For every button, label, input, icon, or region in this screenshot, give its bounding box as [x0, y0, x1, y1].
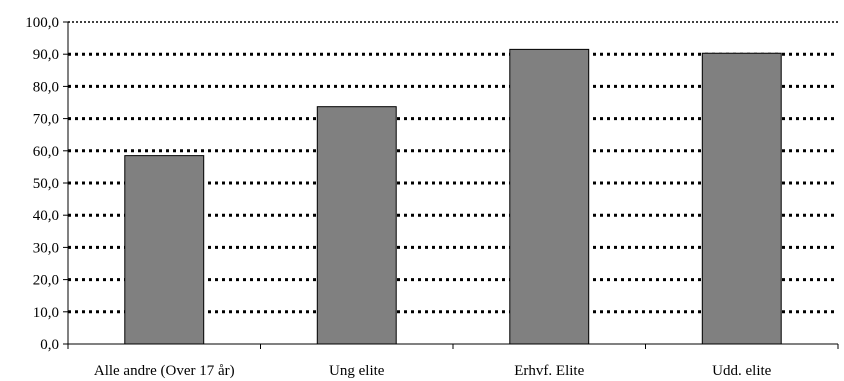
y-tick-labels: 0,0 10,0 20,0 30,0 40,0 50,0 60,0 70,0 80,0 90,0 1…: [25, 15, 59, 353]
bar: [509, 48, 590, 345]
x-category-label: Erhvf. Elite: [514, 363, 584, 379]
y-tick-label: 80,0: [33, 79, 59, 95]
x-category-label: Ung elite: [329, 363, 385, 379]
bars: [124, 48, 782, 345]
y-tick-label: 90,0: [33, 47, 59, 63]
y-tick-label: 0,0: [40, 337, 59, 353]
y-tick-label: 100,0: [25, 15, 59, 31]
y-tick-label: 30,0: [33, 240, 59, 256]
y-tick-label: 10,0: [33, 305, 59, 321]
y-tick-label: 50,0: [33, 176, 59, 192]
y-tick-label: 60,0: [33, 144, 59, 160]
y-tick-label: 20,0: [33, 273, 59, 289]
bar: [124, 155, 205, 345]
y-tick-label: 40,0: [33, 208, 59, 224]
bar: [701, 52, 782, 345]
y-tick-label: 70,0: [33, 112, 59, 128]
x-category-labels: Alle andre (Over 17 år) Ung elite Erhvf. E…: [94, 363, 772, 379]
x-category-label: Udd. elite: [712, 363, 771, 379]
x-category-label: Alle andre (Over 17 år): [94, 363, 235, 379]
bar: [316, 106, 397, 345]
